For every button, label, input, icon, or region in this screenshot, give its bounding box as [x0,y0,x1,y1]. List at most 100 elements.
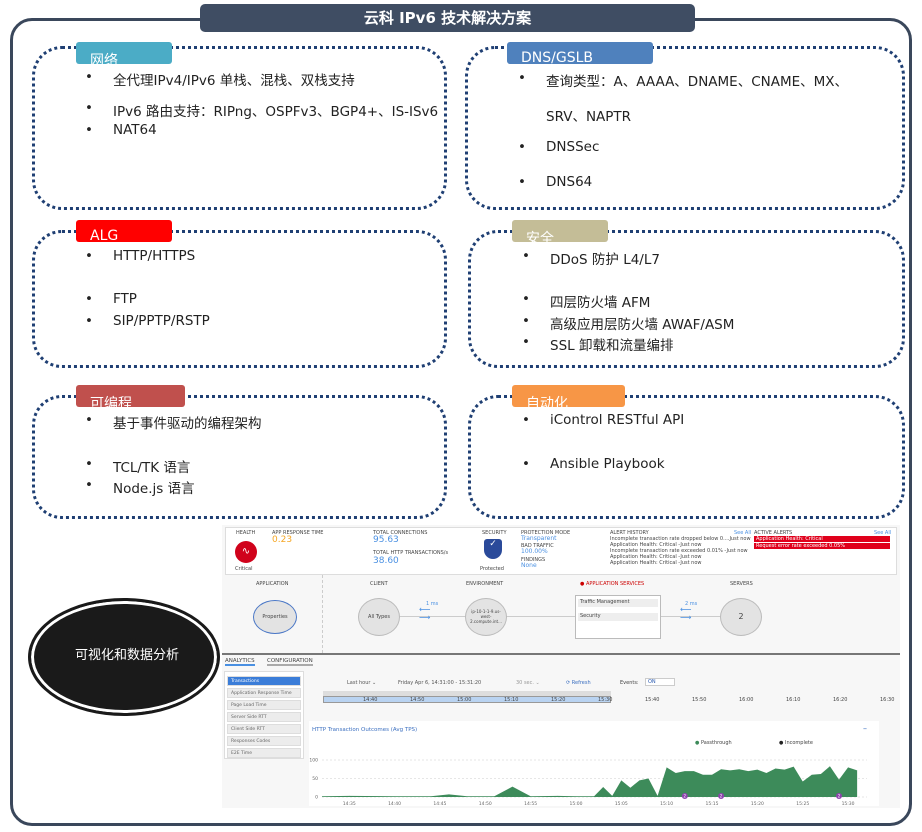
security-status: Protected [480,566,504,572]
slide-title: 云科 IPv6 技术解决方案 [200,4,695,32]
environment-node[interactable]: ip-10-1-1-9.us-west-2.compute.int... [465,598,507,636]
collapse-icon[interactable]: – [863,724,867,733]
timeline-tick: 15:40 [645,697,660,703]
analytics-oval: 可视化和数据分析 [28,598,220,716]
sidebar-item[interactable]: Server Side RTT [227,712,301,722]
x-tick-label: 14:40 [388,801,401,807]
y-tick-label: 100 [309,758,318,764]
active-alert[interactable]: Application Health: Critical [754,536,890,542]
health-pulse-icon: ∿ [235,541,257,563]
alert-item: Incomplete transaction rate dropped belo… [610,536,751,542]
list-item: • IPv6 路由支持：RIPng、OSPFv3、BGP4+、IS-ISv6 [85,100,439,120]
period-label: Friday Apr 6, 14:31:00 - 15:31:20 [398,680,482,686]
timeline-handle[interactable] [323,691,611,696]
x-tick-label: 15:05 [615,801,628,807]
findings-value: None [521,562,537,569]
see-all-link[interactable]: See All [734,530,752,536]
security-label: SECURITY [482,530,507,536]
sidebar-item[interactable]: E2E Time [227,748,301,758]
section-automation [468,395,905,519]
client-latency: 1 ms [426,601,439,607]
tab-programmable: 可编程 [76,385,185,407]
app-services-label: ● APPLICATION SERVICES [580,581,645,587]
timeline-tick: 15:00 [457,697,472,703]
sidebar-item-transactions[interactable]: Transactions [227,676,301,686]
tab-security: 安全 [512,220,608,242]
x-tick-label: 15:25 [796,801,809,807]
map-servers-label: SERVERS [730,581,753,587]
tab-configuration[interactable]: CONFIGURATION [267,658,313,666]
list-item: • SIP/PPTP/RSTP [85,313,210,329]
list-item: • iControl RESTful API [522,412,685,428]
server-latency: 2 ms [685,601,698,607]
section-alg [32,230,447,368]
active-alert[interactable]: Request error rate exceeded 0.05% [754,543,890,549]
health-status: Critical [235,566,253,572]
bidirectional-arrows-icon: ⟵ ⟶ [680,605,692,622]
security-item[interactable]: Security [578,613,658,621]
see-all-link[interactable]: See All [874,530,892,536]
analytics-dashboard-screenshot: HEALTH ∿ Critical APP RESPONSE TIME 0.23… [222,525,900,808]
list-item: • HTTP/HTTPS [85,248,196,264]
event-marker-label: 2 [838,794,841,799]
alert-history-label: ALERT HISTORY [610,530,649,536]
event-marker [718,793,725,799]
list-item: • 高级应用层防火墙 AWAF/ASM [522,313,735,333]
y-tick-label: 50 [312,776,318,782]
list-item: • DDoS 防护 L4/L7 [522,248,660,268]
sidebar-item[interactable]: Client Side RTT [227,724,301,734]
list-item: • DNSSec [518,139,600,155]
sidebar-item[interactable]: Responses Codes [227,736,301,746]
bt-label: BAD TRAFFIC [521,543,554,549]
x-tick-label: 15:30 [842,801,855,807]
y-tick-label: 0 [315,795,318,801]
events-label: Events: [620,680,639,686]
properties-node[interactable]: Properties [253,600,297,634]
servers-node[interactable]: 2 [720,598,762,636]
list-item: • NAT64 [85,122,157,138]
range-select[interactable]: Last hour ⌄ [347,680,377,686]
series-passthrough-area [322,766,858,797]
traffic-management-item[interactable]: Traffic Management [578,599,658,607]
refresh-button[interactable]: ⟳ Refresh [566,680,591,686]
timeline-tick: 14:50 [410,697,425,703]
list-item: • 查询类型：A、AAAA、DNAME、CNAME、MX、 [518,70,849,90]
x-tick-label: 14:45 [433,801,446,807]
sidebar-item[interactable]: Page Load Time [227,700,301,710]
tab-dns: DNS/GSLB [507,42,653,64]
list-item: • 基于事件驱动的编程架构 [85,412,262,432]
list-item: • 四层防火墙 AFM [522,291,651,311]
list-item: • 全代理IPv4/IPv6 单栈、混栈、双栈支持 [85,69,355,89]
tab-alg: ALG [76,220,172,242]
list-item: • SSL 卸载和流量编排 [522,334,674,354]
art-label: APP RESPONSE TIME [272,530,324,536]
list-item: • FTP [85,291,137,307]
timeline-tick: 16:20 [833,697,848,703]
active-alerts-label: ACTIVE ALERTS [754,530,793,536]
chart-title: HTTP Transaction Outcomes (Avg TPS) [312,727,418,733]
x-tick-label: 14:50 [479,801,492,807]
timeline-selection[interactable] [323,696,611,703]
bt-value: 100.00% [521,548,548,555]
timeline-tick: 15:20 [551,697,566,703]
interval-select[interactable]: 30 sec. ⌄ [516,680,540,686]
health-label: HEALTH [236,530,256,536]
list-item: • Node.js 语言 [85,477,195,497]
alert-item: Application Health: Critical -Just now [610,560,702,566]
sidebar-item[interactable]: Application Response Time [227,688,301,698]
events-toggle[interactable]: ON [645,678,675,686]
timeline-tick: 14:40 [363,697,378,703]
map-application-label: APPLICATION [256,581,289,587]
x-tick-label: 14:55 [524,801,537,807]
tc-label: TOTAL CONNECTIONS [373,530,428,536]
tab-analytics[interactable]: ANALYTICS [225,658,255,666]
tab-automation: 自动化 [512,385,625,407]
list-item: • Ansible Playbook [522,456,665,472]
bidirectional-arrows-icon: ⟵ ⟶ [419,605,431,622]
x-tick-label: 15:20 [751,801,764,807]
area-chart: 0 50 100 14:35 14:40 14:45 14:50 14:55 15:00 15:0… [309,758,867,807]
client-node[interactable]: All Types [358,598,400,636]
summary-bar [225,527,897,575]
timeline-tick: 15:10 [504,697,519,703]
pm-label: PROTECTION MODE [521,530,571,536]
